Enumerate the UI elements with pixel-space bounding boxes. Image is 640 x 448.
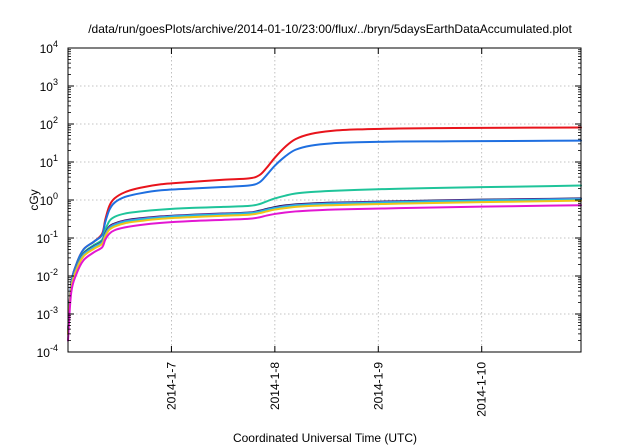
- axis-ticks: [68, 47, 581, 353]
- y-tick-labels: 10-4 10-3 10-2 10-1 100 101 102 103 104: [37, 39, 58, 360]
- y-tick-label: 10-2: [37, 267, 58, 284]
- y-axis-title: cGy: [27, 189, 41, 210]
- x-axis-title: Coordinated Universal Time (UTC): [233, 431, 417, 445]
- y-tick-label: 103: [40, 77, 58, 94]
- series-line-1: [67, 126, 582, 335]
- x-tick-labels: 2014-1-7 2014-1-8 2014-1-9 2014-1-10: [164, 362, 488, 417]
- y-tick-label: 10-1: [37, 229, 58, 246]
- x-tick-label: 2014-1-8: [268, 362, 282, 410]
- x-tick-label: 2014-1-7: [164, 362, 178, 410]
- x-tick-label: 2014-1-9: [371, 362, 385, 410]
- y-tick-label: 10-4: [37, 343, 58, 360]
- series-line-3: [67, 184, 582, 335]
- y-tick-label: 104: [40, 39, 58, 56]
- series-line-7: [67, 199, 582, 335]
- y-tick-label: 10-3: [37, 305, 58, 322]
- series-lines: [67, 126, 582, 342]
- series-line-2: [67, 139, 582, 335]
- series-line-6: [67, 198, 582, 335]
- y-tick-label: 101: [40, 153, 58, 170]
- y-tick-label: 100: [40, 191, 58, 208]
- chart-title: /data/run/goesPlots/archive/2014-01-10/2…: [88, 22, 572, 36]
- y-tick-label: 102: [40, 115, 58, 132]
- x-tick-label: 2014-1-10: [475, 362, 489, 417]
- series-line-8: [67, 204, 582, 342]
- grid-lines: [68, 48, 581, 352]
